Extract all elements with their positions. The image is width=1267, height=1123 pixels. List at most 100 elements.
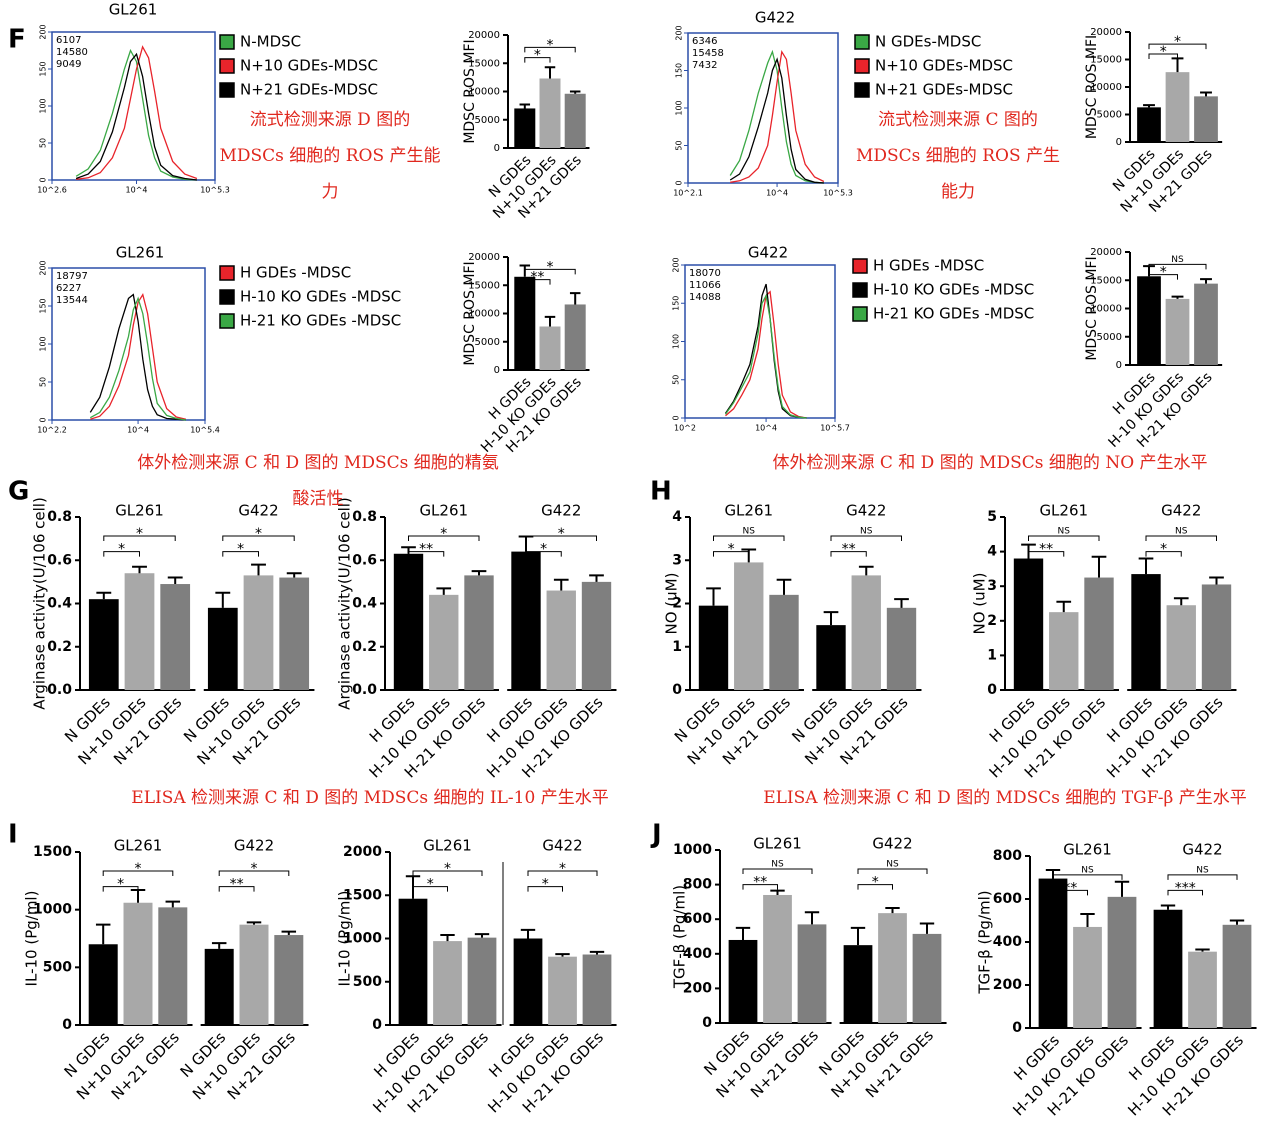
mfi-label: 18797	[56, 271, 88, 282]
bar	[763, 894, 792, 1023]
bar	[1188, 951, 1217, 1028]
bar	[1049, 612, 1079, 690]
error-bar	[1091, 555, 1107, 578]
error-bar	[474, 933, 490, 938]
bar	[158, 907, 188, 1025]
significance-label: *	[547, 259, 554, 275]
legend-swatch	[219, 34, 235, 50]
significance-label: NS	[743, 527, 756, 537]
bar	[464, 575, 494, 690]
error-bar	[589, 574, 604, 582]
histogram-curve	[724, 283, 807, 419]
group-label: G422	[1161, 502, 1201, 520]
significance-bracket	[1145, 551, 1182, 557]
y-tick-label: 1	[672, 639, 682, 655]
panel-letter: I	[8, 820, 18, 850]
significance-label: *	[135, 861, 142, 877]
error-bar	[569, 90, 581, 94]
annotation: 体外检测来源 C 和 D 图的 MDSCs 细胞的精氨酸活性	[137, 453, 499, 509]
error-bar	[735, 926, 751, 940]
significance-bracket	[527, 886, 563, 892]
significance-label: **	[842, 542, 856, 558]
mfi-label: 14088	[689, 292, 721, 303]
y-tick-label: 2	[987, 613, 997, 629]
panel-letter: J	[650, 820, 662, 850]
significance-bracket	[102, 886, 139, 892]
significance-bracket	[1028, 551, 1065, 557]
y-tick-label: 100	[672, 334, 681, 349]
y-tick-label: 20000	[468, 30, 500, 41]
y-tick-label: 200	[683, 980, 712, 996]
y-tick-label: 1500	[33, 844, 72, 860]
significance-label: *	[872, 875, 879, 891]
mfi-label: 9049	[56, 59, 81, 70]
significance-label: *	[136, 526, 143, 542]
significance-label: **	[1063, 880, 1077, 896]
y-tick-label: 800	[993, 848, 1022, 864]
y-tick-label: 200	[39, 24, 48, 39]
y-tick-label: 0	[672, 682, 682, 698]
group-label: GL261	[724, 502, 773, 520]
y-tick-label: 100	[675, 100, 684, 115]
y-tick-label: 10000	[1090, 304, 1122, 315]
significance-bracket	[713, 535, 785, 542]
y-tick-label: 50	[39, 138, 48, 148]
significance-bracket	[412, 870, 483, 877]
legend-label: H-10 KO GDEs -MDSC	[873, 281, 1034, 299]
y-tick-label: 0	[1012, 1020, 1022, 1036]
error-bar	[440, 934, 455, 942]
group-label: GL261	[419, 502, 468, 520]
y-axis-label: MDSC ROS MFI	[462, 261, 478, 365]
error-bar	[850, 926, 866, 946]
error-bar	[1173, 597, 1189, 606]
error-bar	[1160, 904, 1176, 910]
chart-title: GL261	[109, 1, 158, 19]
y-tick-label: 500	[353, 974, 382, 990]
error-bar	[132, 565, 147, 574]
y-tick-label: 600	[683, 911, 712, 927]
significance-label: *	[1174, 34, 1181, 50]
error-bar	[770, 889, 785, 895]
significance-bracket	[1148, 43, 1207, 50]
y-tick-label: 0	[987, 682, 997, 698]
significance-bracket	[222, 535, 295, 542]
histogram-curve	[75, 52, 197, 181]
group-label: G422	[1182, 841, 1222, 859]
bar	[274, 935, 304, 1025]
mfi-label: 11066	[689, 280, 721, 291]
significance-bracket	[524, 279, 551, 285]
bar	[1084, 577, 1114, 690]
significance-bracket	[222, 551, 259, 557]
x-tick-label: 10^4	[126, 186, 148, 195]
error-bar	[1171, 295, 1184, 299]
group-label: GL261	[1063, 841, 1112, 859]
significance-bracket	[103, 551, 140, 557]
bar	[88, 599, 119, 690]
y-tick-label: 0	[672, 415, 681, 420]
bar	[433, 941, 462, 1025]
significance-bracket	[1052, 874, 1123, 880]
x-tick-label: 10^2	[674, 424, 696, 433]
y-axis-label: Arginase activity(U/106 cell)	[336, 497, 354, 710]
error-bar	[776, 578, 792, 595]
bar	[816, 625, 846, 690]
significance-label: NS	[1058, 527, 1071, 537]
y-tick-label: 800	[683, 877, 712, 893]
y-tick-label: 15000	[1090, 275, 1122, 286]
significance-label: **	[419, 542, 433, 558]
bar	[429, 594, 459, 690]
error-bar	[706, 587, 721, 606]
error-bar	[246, 921, 262, 925]
y-tick-label: 0	[372, 1017, 382, 1033]
y-tick-label: 150	[39, 298, 48, 313]
y-tick-label: 0	[39, 417, 48, 422]
x-tick-label: 10^5.7	[820, 424, 850, 433]
significance-bracket	[524, 46, 576, 53]
y-tick-label: 20000	[1090, 247, 1122, 258]
error-bar	[1200, 278, 1212, 284]
y-axis-label: IL-10 (Pg/ml)	[23, 891, 41, 987]
bar	[1165, 72, 1190, 142]
bar	[546, 590, 576, 690]
significance-bracket	[1052, 889, 1088, 896]
